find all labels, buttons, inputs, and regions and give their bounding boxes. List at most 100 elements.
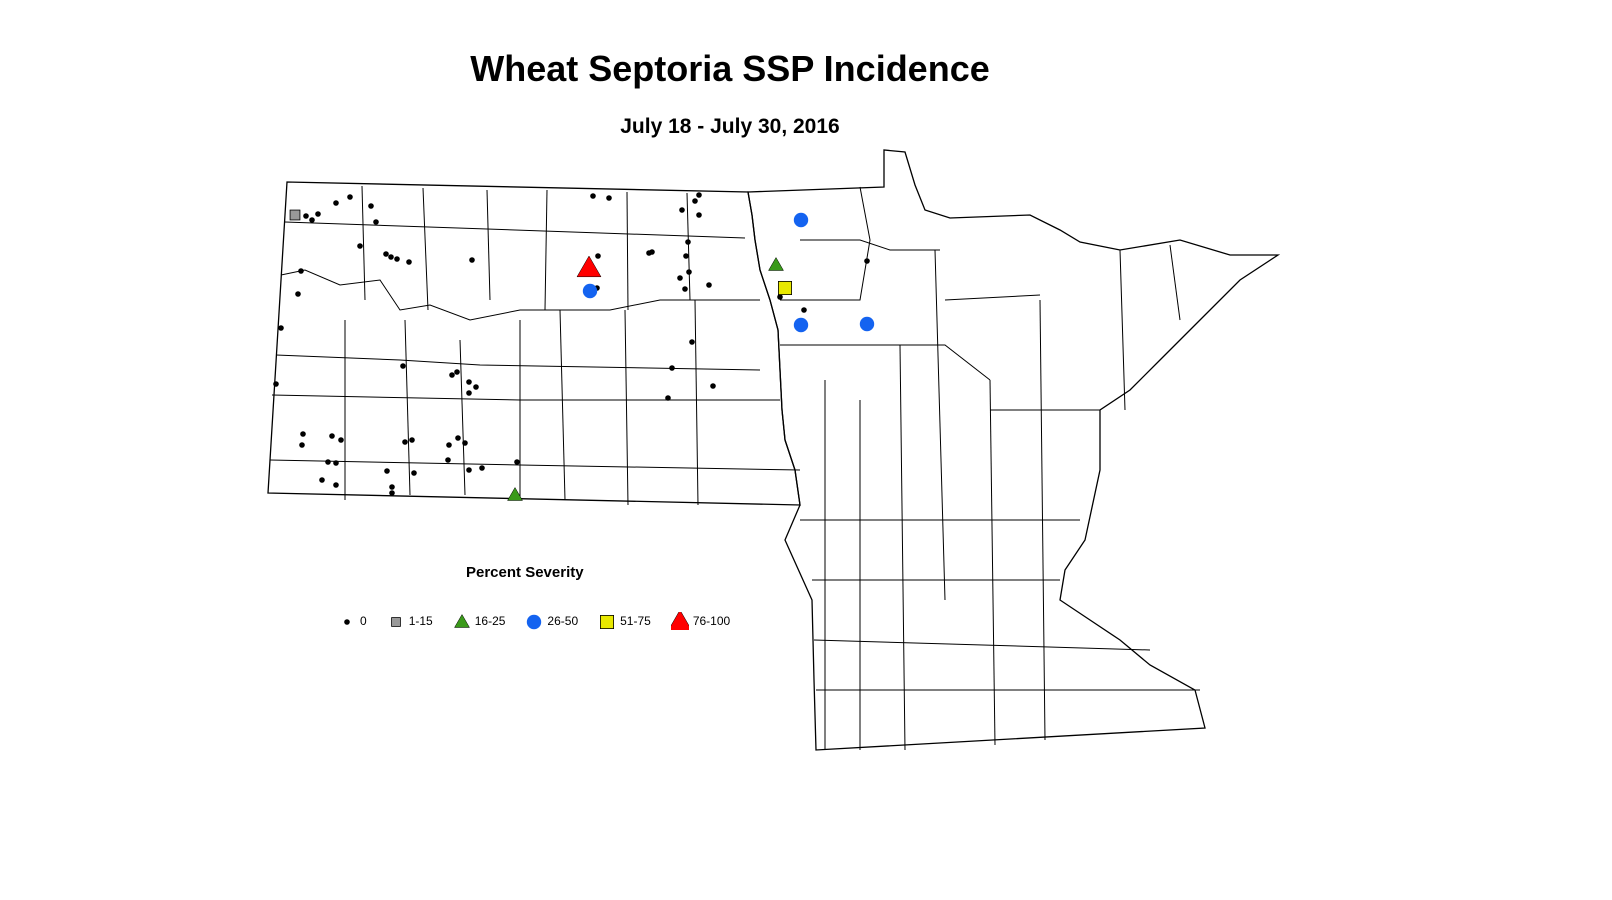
legend-item: 1-15 [387,612,433,630]
zero-severity-marker [864,258,870,264]
severity-26-50-marker [793,212,809,228]
zero-severity-marker [347,194,353,200]
zero-severity-marker [446,442,452,448]
zero-severity-marker [389,484,395,490]
zero-severity-marker [455,435,461,441]
zero-severity-marker [383,251,389,257]
county-boundary [694,299,699,506]
county-boundary [1119,249,1126,411]
zero-severity-marker [329,433,335,439]
zero-severity-marker [402,439,408,445]
legend-item: 26-50 [525,612,578,630]
zero-severity-marker [299,442,305,448]
zero-severity-marker [273,381,279,387]
zero-severity-marker [514,459,520,465]
severity-16-25-marker [768,256,784,271]
zero-severity-marker [357,243,363,249]
severity-76-100-marker [576,255,602,278]
county-boundary [269,459,801,471]
zero-severity-marker [373,219,379,225]
zero-severity-marker [595,253,601,259]
zero-severity-marker [649,249,655,255]
zero-severity-marker [303,213,309,219]
zero-severity-marker [462,440,468,446]
zero-severity-marker [777,294,783,300]
zero-severity-marker [696,212,702,218]
zero-severity-marker [466,379,472,385]
legend-item: 51-75 [598,612,651,630]
zero-severity-marker [295,291,301,297]
zero-severity-marker [368,203,374,209]
legend-symbol [453,613,470,628]
zero-severity-marker [454,369,460,375]
zero-severity-marker [319,477,325,483]
severity-26-50-marker [793,317,809,333]
county-boundary [422,187,429,311]
zero-severity-marker [685,239,691,245]
triangle-symbol-icon [453,613,470,628]
zero-severity-marker [682,286,688,292]
legend-label: 1-15 [408,614,433,628]
zero-severity-marker [469,257,475,263]
county-boundary [780,186,871,301]
legend-symbol [390,617,401,627]
county-boundary [989,379,996,746]
county-boundary [275,354,761,371]
legend-label: 51-75 [620,614,651,628]
county-boundary [813,639,1151,651]
legend-label: 16-25 [474,614,506,628]
zero-severity-marker [309,217,315,223]
zero-severity-marker [801,307,807,313]
zero-severity-marker [466,390,472,396]
zero-severity-marker [298,268,304,274]
zero-severity-marker [384,468,390,474]
square-symbol-icon [600,614,615,629]
zero-severity-marker [333,200,339,206]
legend-label: 76-100 [692,614,731,628]
zero-severity-marker [278,325,284,331]
zero-severity-marker [333,482,339,488]
zero-severity-marker [710,383,716,389]
circle-symbol-icon [527,614,542,630]
county-boundary [280,269,760,321]
county-boundary [486,189,491,301]
zero-severity-marker [338,437,344,443]
county-boundary [271,394,780,401]
zero-severity-marker [409,437,415,443]
zero-severity-marker [473,384,479,390]
zero-severity-marker [479,465,485,471]
zero-severity-marker [683,253,689,259]
county-boundary [459,339,466,496]
map-subtitle: July 18 - July 30, 2016 [620,115,840,138]
county-boundary [544,189,548,311]
zero-severity-marker [449,372,455,378]
county-boundary [899,344,906,751]
zero-severity-marker [679,207,685,213]
county-boundary [559,309,566,501]
county-boundary [284,221,746,239]
severity-26-50-marker [859,316,875,332]
zero-severity-marker [696,192,702,198]
minnesota-outline [747,149,1281,751]
legend-title: Percent Severity [466,564,584,581]
zero-severity-marker [445,457,451,463]
zero-severity-marker [394,256,400,262]
zero-severity-marker [325,459,331,465]
county-boundary [1169,244,1181,321]
county-boundary [361,185,366,301]
zero-severity-marker [606,195,612,201]
legend-symbol [670,612,689,630]
severity-1-15-marker [289,209,301,221]
zero-severity-marker [411,470,417,476]
legend-item: 16-25 [453,612,506,630]
county-boundary [934,249,946,601]
county-boundary [404,319,411,496]
legend-symbol [527,614,542,630]
legend-item: 0 [338,612,367,630]
zero-severity-marker [406,259,412,265]
zero-severity-marker [689,339,695,345]
county-boundary [944,294,1041,301]
zero-severity-marker [388,254,394,260]
legend-symbol [344,619,350,625]
legend-label: 0 [360,614,367,628]
